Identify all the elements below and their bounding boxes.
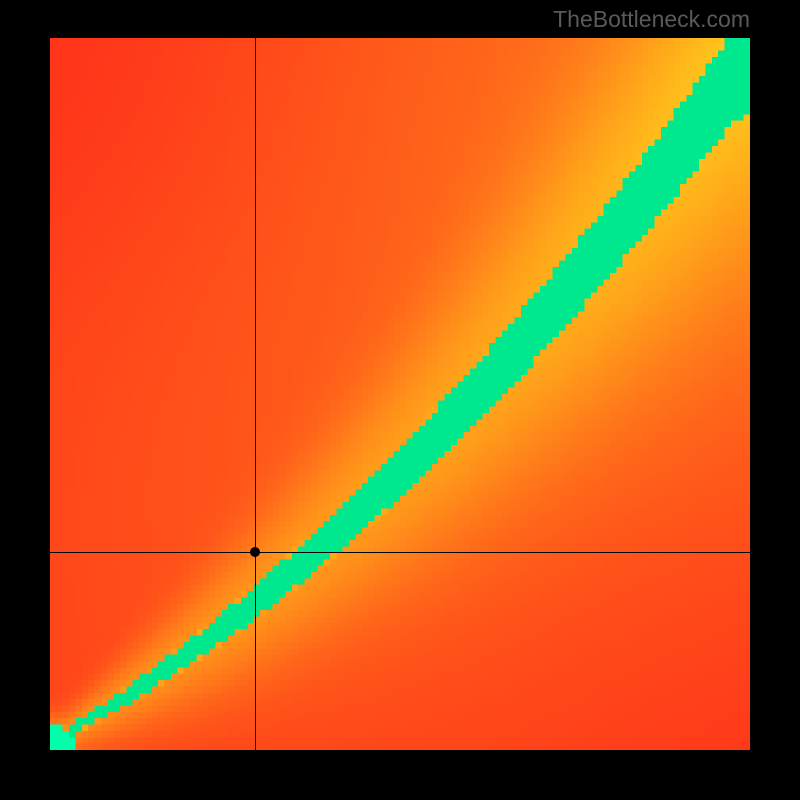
plot-container: [50, 38, 750, 750]
watermark: TheBottleneck.com: [553, 6, 750, 33]
crosshair-vertical: [255, 38, 256, 750]
crosshair-horizontal: [50, 552, 750, 553]
heatmap: [50, 38, 750, 750]
